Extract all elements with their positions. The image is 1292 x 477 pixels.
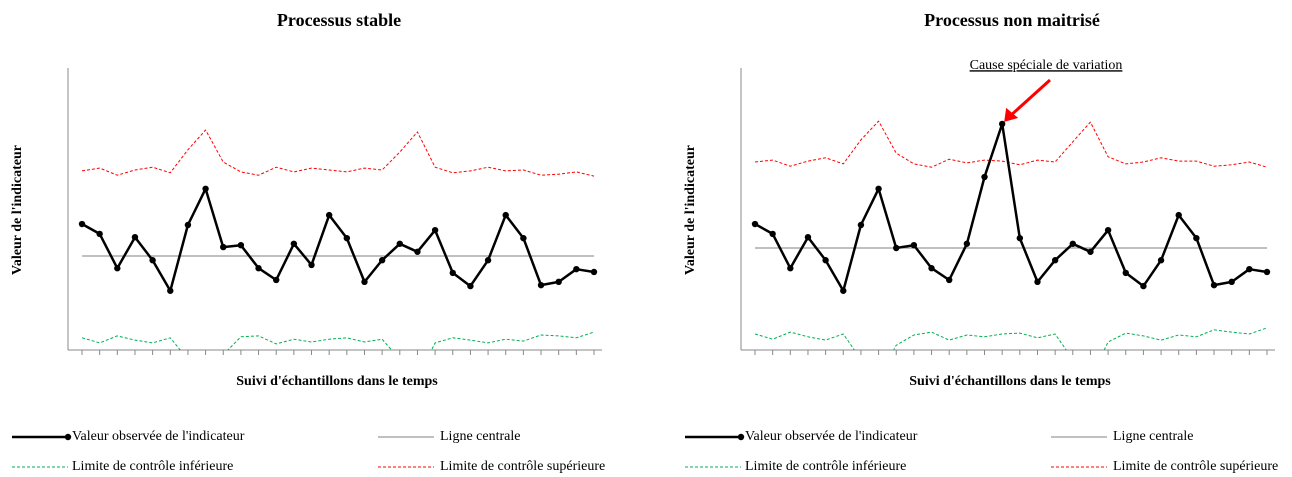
data-point — [1069, 240, 1076, 247]
data-point — [1210, 281, 1218, 289]
legend-label: Limite de contrôle supérieure — [440, 459, 605, 474]
data-point — [963, 240, 971, 247]
chart: Processus non maitrisé Suivi d'échantillo… — [683, 10, 1278, 474]
data-point — [981, 173, 988, 181]
data-point — [449, 269, 456, 277]
data-point — [1193, 234, 1200, 242]
x-axis-label: Suivi d'échantillons dans le temps — [909, 374, 1111, 389]
data-point — [998, 120, 1006, 128]
data-point — [520, 234, 527, 242]
data-point — [555, 278, 562, 286]
plot-area — [751, 120, 1271, 350]
series-line — [81, 187, 595, 293]
y-axis-label: Valeur de l'indicateur — [10, 145, 25, 275]
data-point — [184, 221, 192, 229]
chart: Processus stable Suivi d'échantillons dan… — [10, 10, 605, 474]
data-point — [149, 257, 156, 264]
data-point — [290, 240, 298, 247]
data-point — [537, 281, 545, 289]
data-point — [1246, 265, 1253, 273]
data-point — [787, 265, 794, 272]
data-point — [840, 287, 847, 294]
data-point — [361, 278, 368, 286]
data-point — [502, 211, 509, 219]
data-point — [237, 241, 245, 249]
legend-label: Ligne centrale — [1113, 429, 1193, 444]
x-axis-label: Suivi d'échantillons dans le temps — [236, 374, 438, 389]
annotation-arrow — [1009, 78, 1052, 118]
legend-marker — [737, 433, 745, 441]
legend-label: Limite de contrôle supérieure — [1113, 459, 1278, 474]
data-point — [131, 234, 139, 241]
data-point — [167, 287, 174, 294]
data-point — [325, 211, 333, 219]
data-point — [414, 248, 421, 255]
data-point — [78, 220, 86, 228]
data-point — [573, 265, 580, 273]
data-point — [804, 234, 812, 241]
data-point — [96, 230, 103, 238]
data-point — [1140, 282, 1147, 290]
data-point — [1104, 226, 1112, 234]
series-line — [754, 120, 1268, 168]
data-point — [484, 257, 492, 264]
data-point — [875, 185, 882, 192]
data-point — [114, 265, 121, 272]
data-point — [751, 220, 759, 228]
legend-label: Limite de contrôle inférieure — [745, 459, 906, 474]
data-point — [1087, 248, 1094, 255]
arrow-head — [1004, 107, 1019, 122]
data-point — [220, 243, 227, 251]
legend-label: Valeur observée de l'indicateur — [745, 429, 918, 444]
chart-title: Processus non maitrisé — [924, 10, 1100, 30]
plot-area — [78, 129, 598, 350]
data-point — [1263, 268, 1271, 276]
legend-label: Ligne centrale — [440, 429, 520, 444]
y-axis-label: Valeur de l'indicateur — [683, 145, 698, 275]
data-point — [822, 257, 829, 264]
data-point — [1016, 234, 1024, 242]
chart-title: Processus stable — [277, 10, 401, 30]
data-point — [857, 221, 865, 229]
data-point — [343, 234, 351, 242]
series-line — [81, 331, 595, 350]
data-point — [946, 276, 953, 284]
data-point — [769, 230, 776, 238]
data-point — [1051, 257, 1059, 264]
data-point — [1034, 278, 1041, 286]
data-point — [467, 282, 474, 290]
data-point — [893, 244, 900, 252]
data-point — [590, 268, 598, 276]
series-line — [81, 129, 595, 177]
series-line — [754, 327, 1268, 350]
data-point — [255, 265, 262, 272]
data-point — [1122, 269, 1129, 277]
data-point — [1157, 257, 1165, 264]
data-point — [431, 226, 439, 234]
series-line — [754, 122, 1268, 293]
legend-label: Valeur observée de l'indicateur — [72, 429, 245, 444]
legend-marker — [64, 433, 72, 441]
data-point — [910, 241, 918, 249]
data-point — [202, 185, 209, 192]
legend-label: Limite de contrôle inférieure — [72, 459, 233, 474]
annotation: Cause spéciale de variation — [970, 58, 1123, 73]
data-point — [928, 265, 935, 272]
data-point — [378, 257, 386, 264]
data-point — [396, 240, 403, 247]
data-point — [273, 276, 280, 284]
data-point — [1175, 211, 1182, 219]
data-point — [1228, 278, 1235, 286]
data-point — [308, 261, 315, 269]
